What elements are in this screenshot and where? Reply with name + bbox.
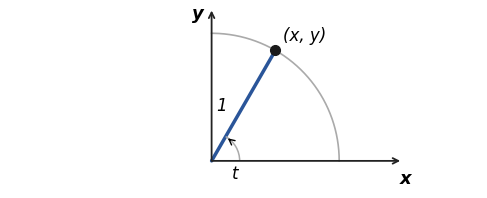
Text: t: t (232, 165, 239, 183)
Text: x: x (400, 170, 412, 188)
Text: y: y (192, 5, 204, 23)
Text: (x, y): (x, y) (283, 27, 326, 45)
Text: 1: 1 (217, 97, 227, 115)
